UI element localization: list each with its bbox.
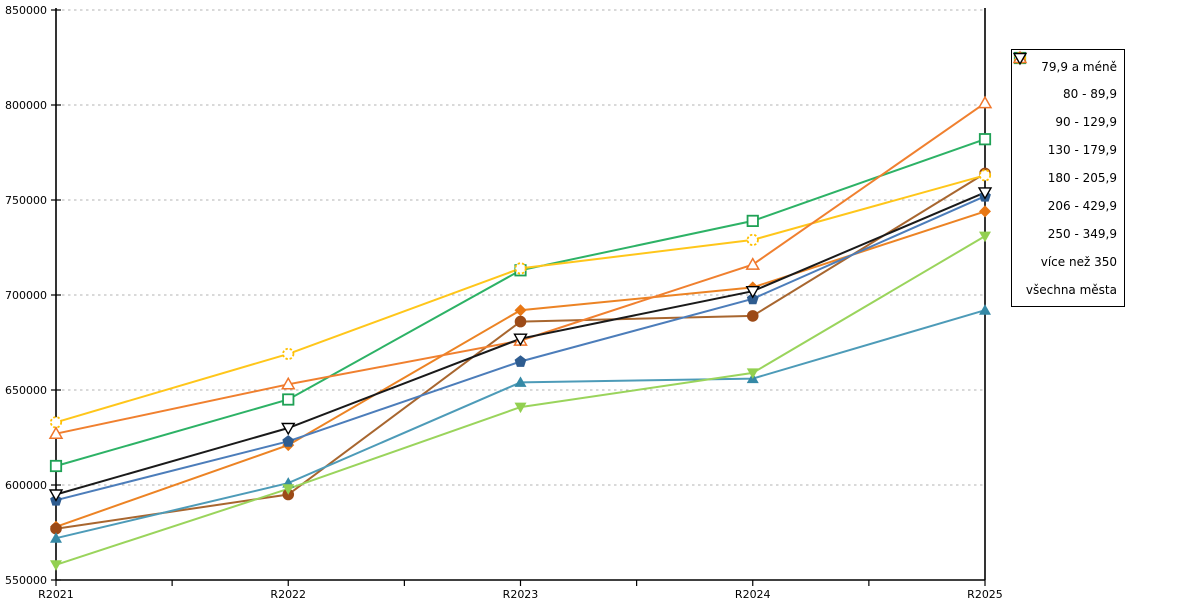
legend-item: všechna města bbox=[1012, 52, 1117, 297]
legend-item-label: 80 - 89,9 bbox=[1063, 87, 1117, 102]
legend-item-label: 130 - 179,9 bbox=[1047, 143, 1117, 158]
legend-item: 90 - 129,9 bbox=[1014, 52, 1117, 130]
pentagon-marker bbox=[514, 355, 527, 367]
legend-item: více než 350 bbox=[1012, 50, 1117, 269]
triangle-up-open-marker bbox=[745, 257, 761, 270]
triangle-up-marker bbox=[514, 376, 527, 387]
y-tick-label: 750000 bbox=[5, 194, 47, 207]
circle-open-marker bbox=[514, 262, 527, 275]
triangle-down-marker bbox=[979, 231, 991, 243]
square-open-marker bbox=[282, 393, 295, 406]
series-line bbox=[55, 235, 986, 566]
triangle-down-open-marker bbox=[48, 489, 64, 502]
triangle-down-open-marker bbox=[977, 187, 993, 200]
legend-marker-icon bbox=[1012, 52, 1028, 66]
circle-open-marker bbox=[978, 169, 992, 182]
triangle-down-open-marker bbox=[745, 286, 760, 299]
circle-marker bbox=[514, 315, 527, 328]
y-tick-label: 850000 bbox=[5, 4, 47, 17]
triangle-up-marker bbox=[979, 304, 991, 315]
triangle-down-marker bbox=[282, 484, 295, 495]
legend-item-label: 90 - 129,9 bbox=[1055, 115, 1117, 130]
circle-open-marker bbox=[282, 347, 295, 360]
circle-marker bbox=[746, 310, 759, 322]
diamond-marker bbox=[979, 205, 991, 218]
triangle-up-open-marker bbox=[48, 426, 64, 439]
y-tick-label: 650000 bbox=[5, 384, 47, 397]
legend-item-label: 206 - 429,9 bbox=[1047, 198, 1117, 213]
triangle-up-open-marker bbox=[280, 376, 296, 390]
x-tick-label: R2023 bbox=[503, 588, 539, 600]
x-tick-label: R2024 bbox=[735, 588, 771, 600]
x-tick-label: R2022 bbox=[270, 588, 306, 600]
legend-item: 250 - 349,9 bbox=[1013, 51, 1117, 241]
triangle-down-marker bbox=[50, 560, 62, 571]
y-tick-label: 600000 bbox=[5, 479, 47, 492]
series-line bbox=[55, 138, 986, 467]
y-tick-label: 700000 bbox=[5, 289, 47, 302]
x-tick-label: R2021 bbox=[38, 588, 74, 600]
square-open-marker bbox=[746, 214, 759, 227]
legend-item: 180 - 205,9 bbox=[1014, 53, 1117, 186]
circle-open-marker bbox=[746, 233, 759, 246]
legend-item-label: 250 - 349,9 bbox=[1047, 226, 1117, 241]
triangle-down-marker bbox=[514, 402, 527, 414]
legend-item-label: 180 - 205,9 bbox=[1047, 171, 1117, 185]
triangle-up-marker bbox=[50, 532, 62, 543]
circle-open-marker bbox=[49, 416, 63, 429]
legend: 79,9 a méně 80 - 89,9 90 - 129,9 130 - 1… bbox=[1011, 49, 1125, 307]
legend-item: 206 - 429,9 bbox=[1013, 51, 1117, 213]
y-tick-label: 550000 bbox=[5, 574, 47, 587]
triangle-down-marker bbox=[746, 368, 759, 379]
pentagon-marker bbox=[282, 435, 295, 447]
triangle-up-open-marker bbox=[977, 95, 993, 109]
legend-item: 80 - 89,9 bbox=[1014, 52, 1117, 102]
triangle-down-open-marker bbox=[1012, 52, 1028, 66]
diamond-marker bbox=[514, 304, 527, 317]
legend-item: 79,9 a méně bbox=[1014, 52, 1117, 74]
square-open-marker bbox=[978, 133, 992, 146]
triangle-down-open-marker bbox=[513, 333, 528, 347]
y-tick-label: 800000 bbox=[5, 99, 47, 112]
x-tick-label: R2025 bbox=[967, 588, 1003, 600]
legend-item: 130 - 179,9 bbox=[1014, 51, 1117, 158]
square-open-marker bbox=[49, 459, 63, 473]
legend-item-label: 79,9 a méně bbox=[1041, 59, 1117, 74]
triangle-down-open-marker bbox=[281, 422, 296, 436]
legend-item-label: všechna města bbox=[1025, 282, 1117, 297]
legend-item-label: více než 350 bbox=[1040, 254, 1117, 269]
